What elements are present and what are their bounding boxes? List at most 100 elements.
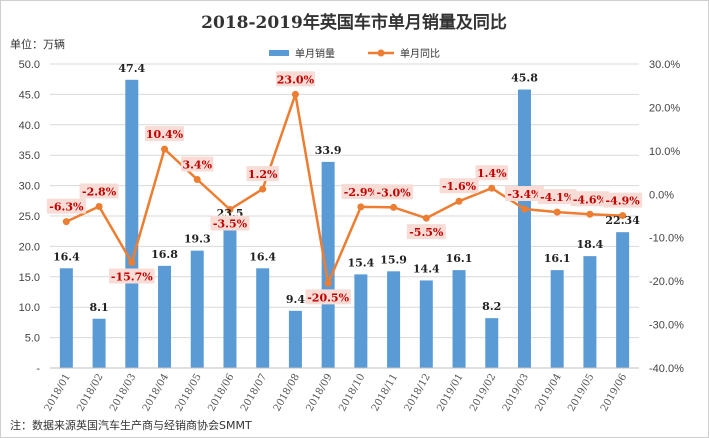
pct-label-box [374, 184, 414, 200]
pct-label-box [537, 189, 577, 205]
x-tick-label: 2018/01 [43, 372, 73, 413]
legend: 单月销量 单月同比 [269, 47, 440, 60]
line-point [62, 218, 70, 226]
right-tick-label: 20.0% [649, 102, 680, 114]
pct-value-label: -4.6% [573, 193, 608, 206]
right-tick-label: -30.0% [649, 320, 684, 332]
pct-label-box [570, 191, 610, 207]
x-tick-label: 2018/07 [239, 372, 269, 413]
bar [583, 256, 597, 368]
bar-value-label: 16.4 [53, 250, 80, 263]
bar [616, 232, 630, 368]
bar [92, 318, 106, 368]
left-tick-label: 30.0 [19, 181, 40, 193]
x-tick-label: 2019/02 [468, 372, 498, 413]
pct-label-box [210, 215, 250, 231]
right-tick-label: 30.0% [649, 59, 680, 71]
pct-value-label: 10.4% [146, 128, 184, 141]
bar [485, 318, 499, 368]
line-point [193, 176, 201, 184]
pct-label-box [504, 186, 544, 202]
pct-label-box [246, 166, 279, 182]
x-tick-label: 2018/02 [75, 372, 105, 413]
line-point [291, 90, 299, 98]
pct-label-box [406, 224, 446, 240]
line-point [553, 208, 561, 216]
line-point [128, 258, 136, 266]
chart-title: 2018-2019年英国车市单月销量及同比 [201, 12, 507, 33]
unit-label: 单位：万辆 [10, 37, 65, 51]
x-tick-label: 2018/12 [403, 372, 433, 413]
left-tick-label: 45.0 [19, 89, 40, 101]
pct-value-label: -15.7% [111, 270, 153, 283]
bar-value-label: 14.4 [413, 262, 440, 275]
pct-label-box [341, 183, 381, 199]
pct-value-label: -3.0% [377, 186, 412, 199]
bar [223, 225, 237, 368]
pct-value-label: -1.6% [442, 180, 477, 193]
pct-value-label: 1.4% [477, 167, 507, 180]
left-tick-label: 50.0 [19, 59, 40, 71]
bar-series [59, 79, 630, 369]
left-tick-label: - [36, 363, 40, 375]
left-tick-label: 25.0 [19, 211, 40, 223]
x-tick-label: 2019/04 [533, 372, 563, 413]
data-labels: 16.48.147.416.819.323.516.49.433.915.4 15… [46, 62, 643, 314]
pct-value-label: -6.3% [49, 201, 84, 214]
bar-value-label: 16.1 [446, 252, 473, 265]
bar-value-label: 47.4 [118, 62, 145, 75]
right-tick-label: -10.0% [649, 233, 684, 245]
bar-value-label: 33.9 [315, 144, 342, 157]
line-point [357, 203, 365, 211]
source-note: 注：数据来源英国汽车生产商与经销商协会SMMT [10, 418, 252, 432]
pct-label-box [275, 71, 315, 87]
right-tick-label: -40.0% [649, 363, 684, 375]
pct-label-box [79, 183, 119, 199]
x-tick-label: 2018/09 [304, 372, 334, 413]
bar-value-label: 8.1 [90, 301, 109, 314]
pct-value-label: -3.5% [213, 217, 248, 230]
bar [125, 79, 139, 369]
x-tick-label: 2018/03 [108, 372, 138, 413]
legend-marker-line [377, 49, 385, 57]
x-tick-label: 2018/10 [337, 372, 367, 413]
right-tick-label: 0.0% [649, 189, 674, 201]
bar-value-label: 8.2 [482, 300, 501, 313]
pct-value-label: 23.0% [277, 73, 315, 86]
pct-value-label: 1.2% [248, 168, 278, 181]
line-point [161, 145, 169, 153]
pct-label-box [109, 268, 155, 284]
bar-value-label: 16.1 [544, 252, 571, 265]
pct-label-box [181, 156, 214, 172]
pct-value-label: -20.5% [307, 291, 349, 304]
line-point [324, 279, 332, 287]
pct-value-label: -4.9% [606, 195, 641, 208]
pct-value-label: -5.5% [409, 226, 444, 239]
pct-value-label: -4.1% [540, 191, 575, 204]
line-series [62, 90, 627, 288]
line-point [422, 214, 430, 222]
bar [419, 280, 433, 368]
x-tick-label: 2018/04 [141, 372, 171, 413]
x-tick-label: 2019/05 [566, 372, 596, 413]
x-tick-label: 2018/05 [174, 372, 204, 413]
x-tick-label: 2018/11 [370, 372, 400, 413]
bar [321, 161, 335, 368]
line-point [455, 197, 463, 205]
bar [158, 265, 172, 368]
right-tick-label: 10.0% [649, 146, 680, 158]
line-point [488, 184, 496, 192]
line-point [259, 185, 267, 193]
bar [517, 89, 531, 368]
line-point [226, 205, 234, 213]
left-tick-label: 20.0 [19, 241, 40, 253]
bar-value-label: 18.4 [577, 238, 604, 251]
line-point [95, 202, 103, 210]
x-tick-label: 2018/06 [206, 372, 236, 413]
left-tick-label: 15.0 [19, 272, 40, 284]
pct-value-label: -2.8% [82, 185, 117, 198]
pct-value-label: -2.9% [344, 186, 379, 199]
line-point [619, 212, 627, 220]
pct-label-box [603, 192, 643, 208]
